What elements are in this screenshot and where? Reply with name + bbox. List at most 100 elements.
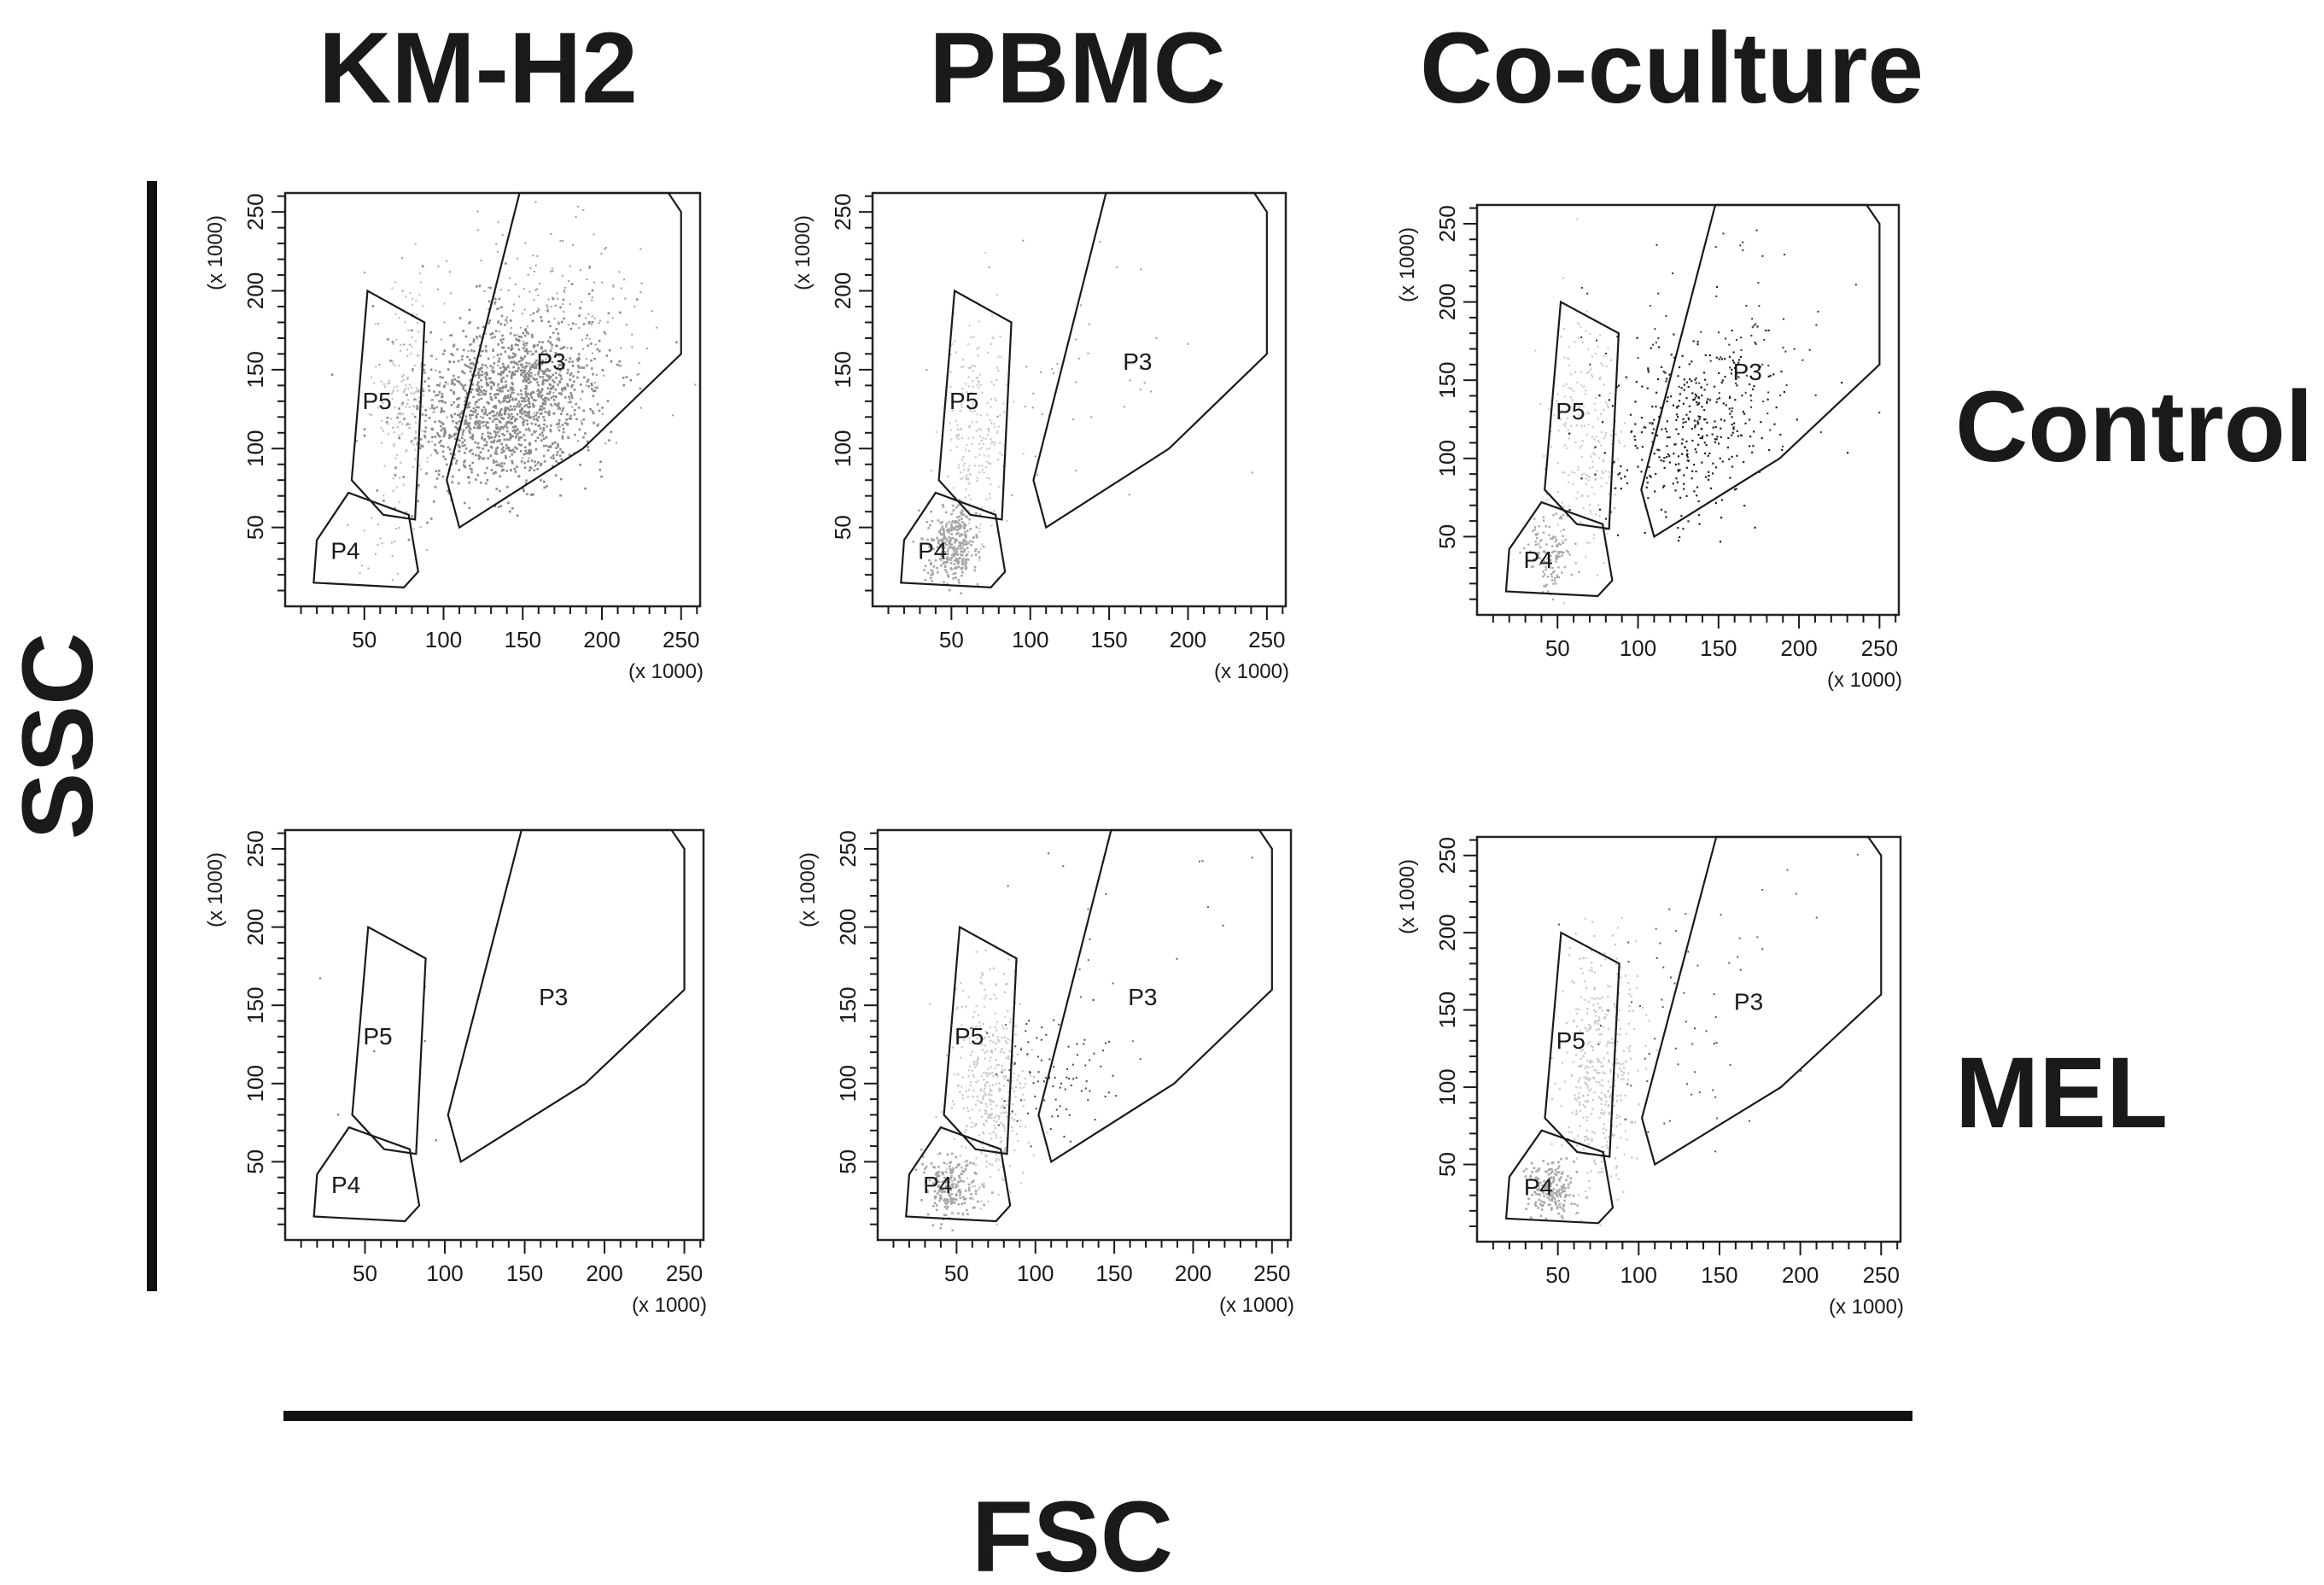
data-point — [471, 361, 474, 365]
data-point — [505, 424, 507, 427]
data-point — [1561, 501, 1563, 504]
data-point — [1069, 1140, 1071, 1143]
data-point — [1610, 359, 1613, 361]
data-point — [502, 365, 505, 368]
data-point — [1112, 1074, 1114, 1077]
data-point — [1530, 1161, 1533, 1165]
data-point — [935, 1208, 938, 1212]
data-point — [1606, 403, 1609, 406]
data-point — [1635, 940, 1638, 943]
data-point — [1562, 513, 1565, 517]
data-point — [523, 461, 526, 465]
data-point — [402, 378, 405, 382]
data-point — [598, 349, 601, 353]
data-point — [492, 366, 494, 369]
data-point — [1568, 387, 1571, 389]
data-point — [951, 1212, 954, 1214]
data-point — [1743, 460, 1745, 464]
data-point — [1594, 473, 1597, 476]
data-point — [1563, 471, 1566, 474]
data-point — [393, 445, 395, 447]
data-point — [512, 392, 515, 395]
data-point — [1622, 1071, 1626, 1073]
data-point — [505, 386, 507, 389]
data-point — [1070, 1084, 1072, 1086]
data-point — [973, 465, 976, 467]
data-point — [1022, 1172, 1025, 1174]
data-point — [478, 344, 482, 348]
data-point — [951, 1100, 955, 1102]
data-point — [1551, 598, 1555, 601]
data-point — [528, 427, 530, 430]
data-point — [1741, 395, 1743, 397]
data-point — [1598, 1033, 1601, 1036]
data-point — [1707, 454, 1709, 457]
data-point — [1048, 1077, 1051, 1079]
data-point — [611, 317, 614, 319]
data-point — [977, 1014, 980, 1017]
data-point — [489, 333, 493, 336]
gate-label-p5: P5 — [1556, 398, 1585, 424]
data-point — [482, 424, 485, 427]
data-point — [510, 319, 512, 322]
data-point — [1548, 534, 1550, 536]
data-point — [979, 1208, 982, 1210]
data-point — [401, 290, 404, 292]
data-point — [1588, 1187, 1591, 1190]
data-point — [511, 389, 515, 391]
data-point — [958, 1163, 961, 1166]
x-tick-label: 250 — [663, 627, 699, 652]
data-point — [549, 383, 552, 387]
data-point — [522, 366, 524, 369]
x-tick-label: 200 — [1175, 1260, 1212, 1286]
data-point — [1011, 1062, 1014, 1064]
data-point — [1784, 254, 1786, 256]
data-point — [995, 983, 997, 986]
data-point — [1586, 1172, 1589, 1174]
data-point — [1593, 934, 1596, 938]
data-point — [1556, 555, 1559, 559]
data-point — [1524, 1175, 1527, 1178]
data-point — [964, 515, 967, 518]
row-label-control: Control — [1955, 371, 2313, 483]
data-point — [1708, 354, 1711, 357]
data-point — [569, 414, 572, 418]
data-point — [1023, 1099, 1025, 1102]
data-point — [440, 429, 443, 432]
data-point — [469, 320, 472, 324]
data-point — [1714, 441, 1717, 443]
data-point — [522, 380, 525, 383]
data-point — [1614, 1003, 1616, 1005]
data-point — [955, 988, 958, 991]
data-point — [431, 441, 434, 443]
data-point — [1731, 410, 1733, 412]
data-point — [453, 401, 455, 404]
data-point — [1735, 372, 1737, 375]
data-point — [1680, 442, 1684, 445]
data-point — [1028, 1020, 1031, 1022]
data-point — [1115, 1095, 1118, 1097]
data-point — [1586, 1094, 1589, 1097]
data-point — [434, 486, 437, 488]
data-point — [1615, 1100, 1619, 1102]
data-point — [557, 297, 559, 300]
data-point — [520, 371, 523, 375]
data-point — [377, 523, 379, 526]
data-point — [1584, 393, 1587, 395]
data-point — [1585, 477, 1587, 480]
data-point — [1544, 561, 1547, 564]
data-point — [959, 1155, 961, 1157]
data-point — [495, 447, 498, 450]
data-point — [438, 371, 441, 373]
data-point — [1609, 1096, 1611, 1098]
data-point — [499, 380, 503, 383]
data-point — [981, 1184, 984, 1186]
data-point — [1616, 927, 1620, 929]
data-point — [1685, 420, 1687, 424]
data-point — [1031, 1049, 1033, 1051]
data-point — [989, 1132, 991, 1135]
data-point — [1570, 1202, 1574, 1205]
data-point — [963, 469, 966, 471]
data-point — [511, 360, 514, 363]
